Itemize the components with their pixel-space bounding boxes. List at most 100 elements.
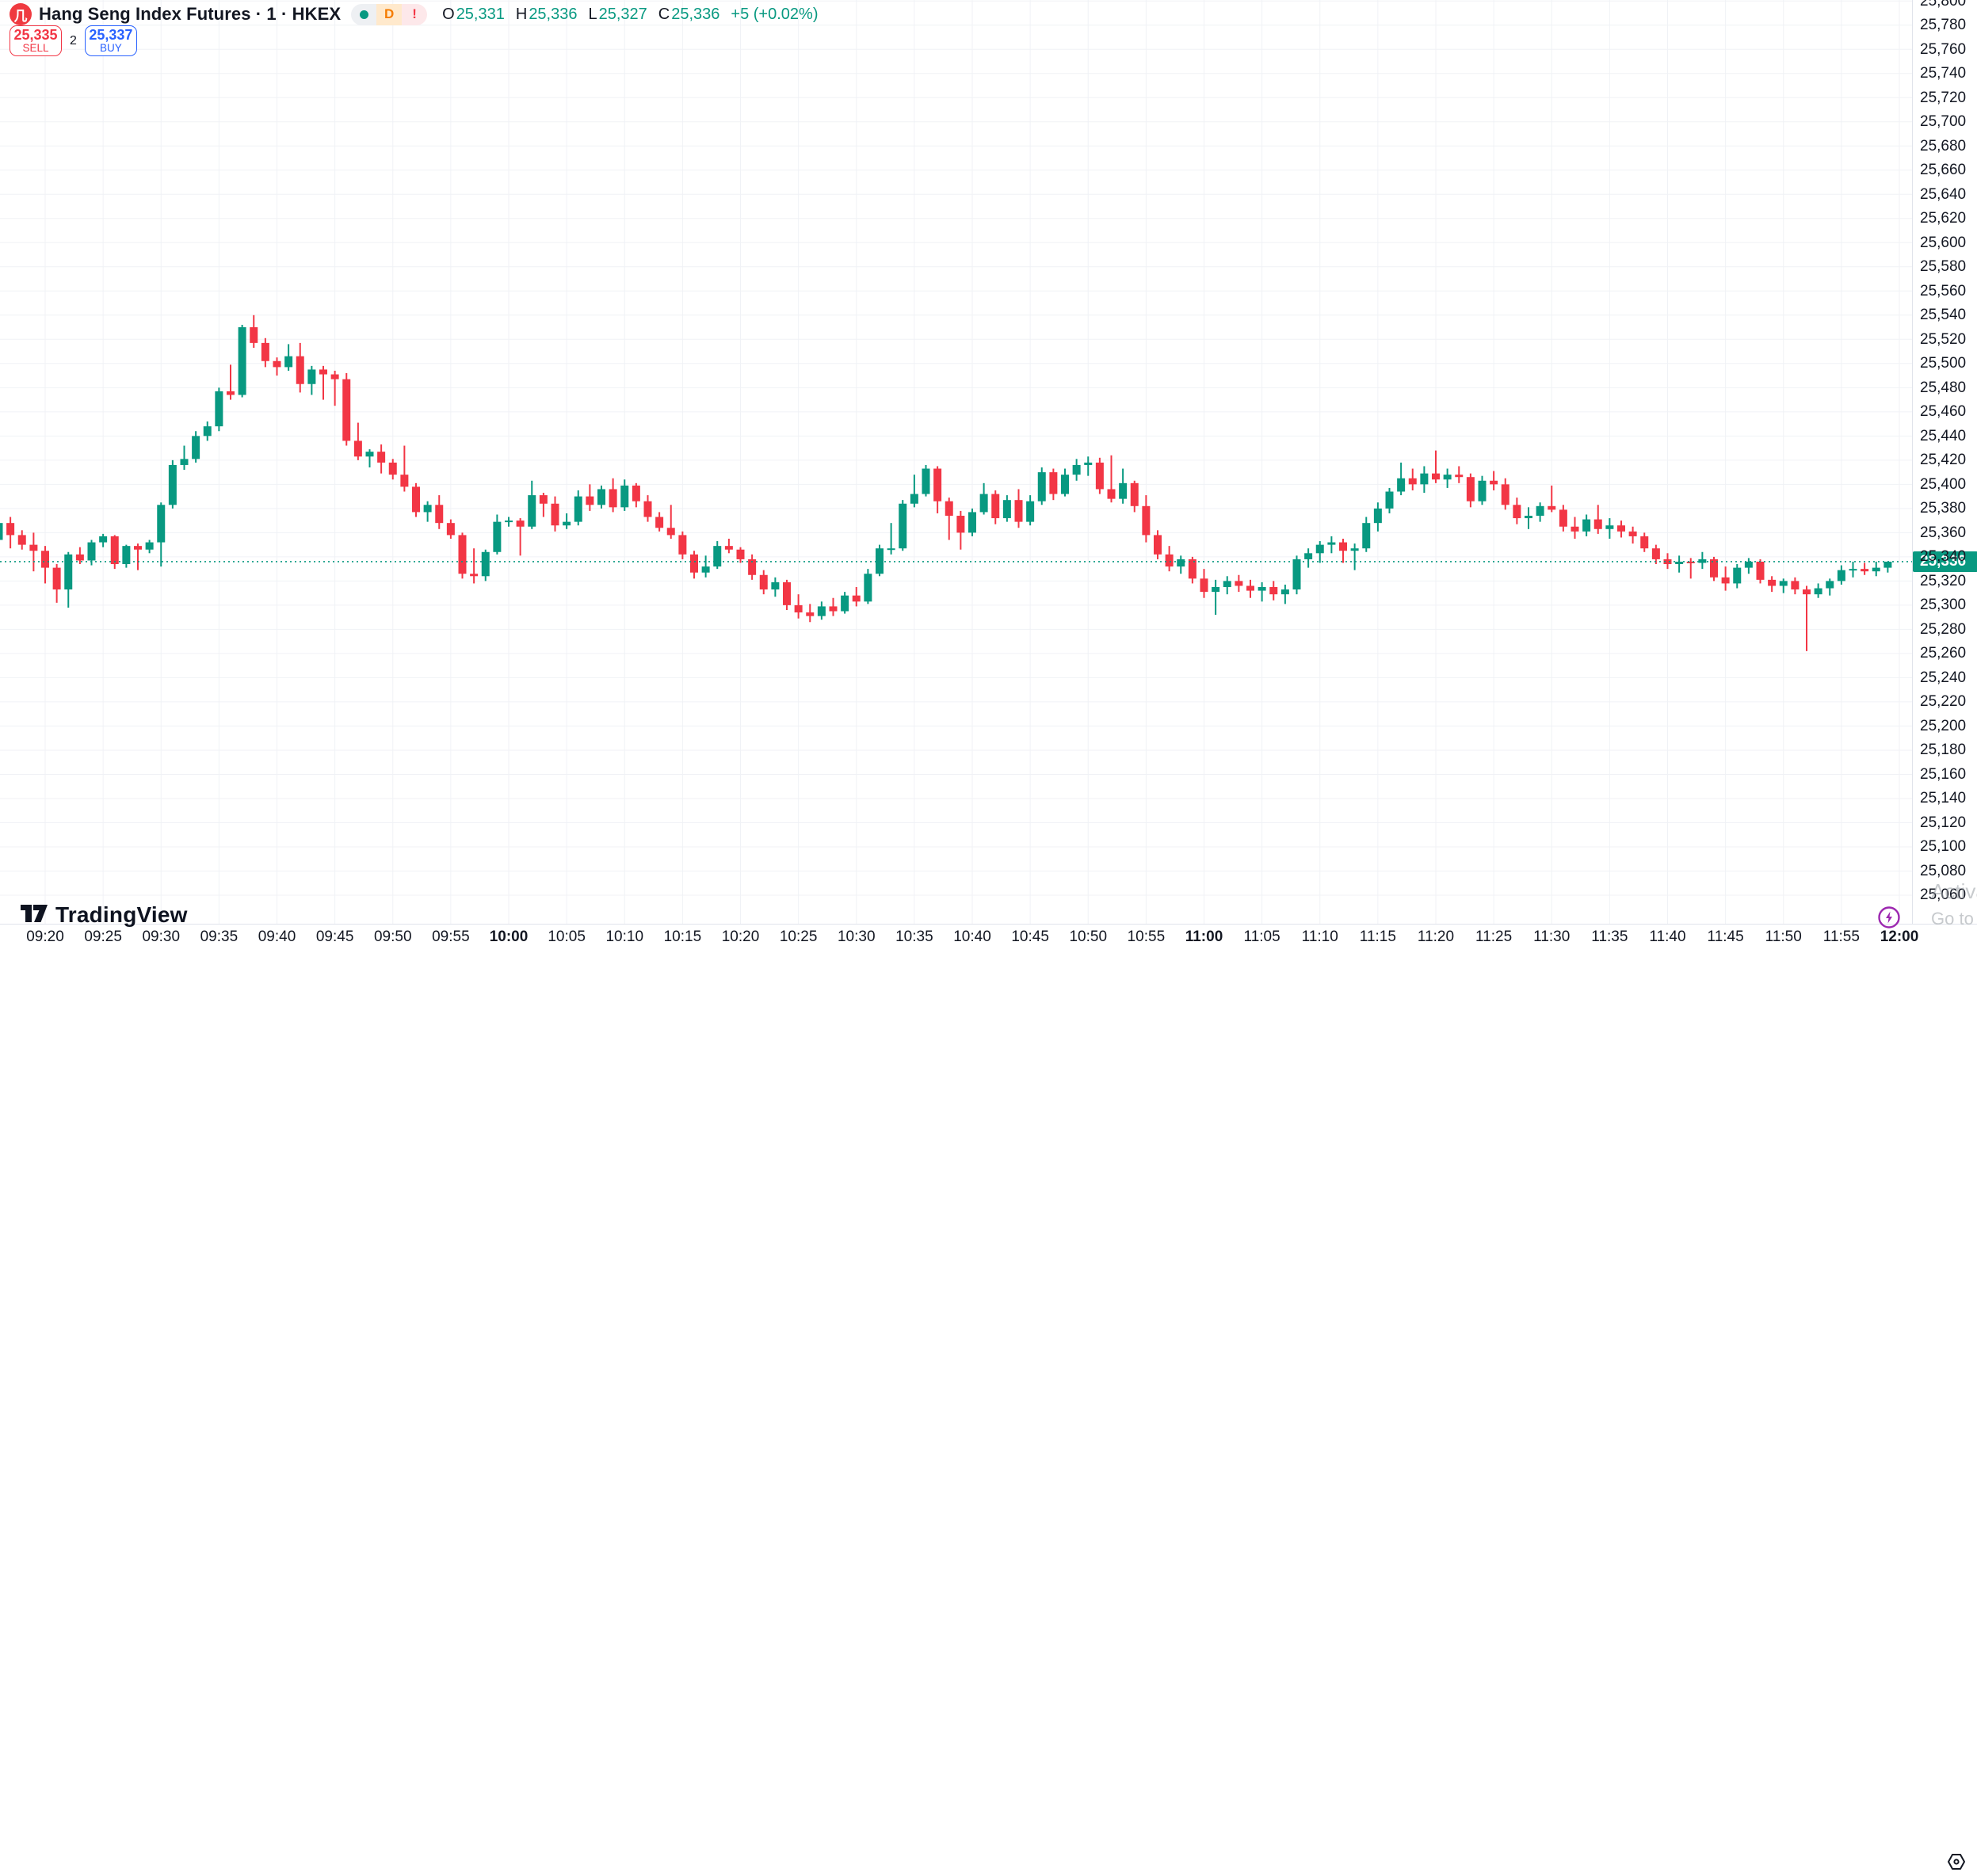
time-axis-label: 10:15 [663, 928, 702, 945]
candle-body [1756, 561, 1765, 580]
candle-body [632, 485, 640, 501]
candle-body [899, 503, 907, 549]
price-axis-label: 25,660 [1920, 162, 1967, 179]
candle-body [991, 494, 1000, 519]
price-axis-label: 25,720 [1920, 89, 1967, 106]
time-axis-label: 09:30 [142, 928, 181, 945]
candle-body [1014, 500, 1023, 522]
price-axis-label: 25,180 [1920, 742, 1967, 759]
candle-body [470, 574, 479, 577]
candle-body [87, 542, 96, 561]
sell-button[interactable]: 25,335 SELL [10, 25, 62, 56]
chart-pane[interactable] [0, 0, 1912, 924]
high-label: H [515, 5, 528, 23]
candle-body [759, 574, 768, 590]
last-price-value: 25,336 [1920, 552, 1967, 570]
candle-body [1432, 473, 1440, 480]
close-value: 25,336 [671, 5, 720, 23]
candle-body [516, 520, 525, 527]
candle-body [643, 501, 652, 517]
price-axis-label: 25,360 [1920, 524, 1967, 541]
candle-body [1478, 480, 1487, 501]
candle-body [481, 551, 490, 577]
symbol-status-badges: D ! [351, 3, 428, 25]
candle-body [922, 468, 930, 494]
candle-body [1385, 491, 1394, 509]
time-axis-label: 11:40 [1649, 928, 1686, 945]
candle-body [261, 342, 269, 361]
candle-body [574, 496, 582, 522]
price-axis-label: 25,560 [1920, 282, 1967, 299]
candle-body [1721, 577, 1730, 584]
price-axis-label: 25,620 [1920, 210, 1967, 227]
price-axis-label: 25,540 [1920, 307, 1967, 324]
time-axis-label: 09:35 [200, 928, 239, 945]
price-axis-label: 25,200 [1920, 717, 1967, 734]
time-axis-label: 10:35 [895, 928, 933, 945]
price-axis-label: 25,780 [1920, 17, 1967, 34]
candle-body [52, 567, 61, 590]
ohlc-readout: O 25,331 H 25,336 L 25,327 C 25,336 +5 (+0.0… [442, 6, 818, 24]
axis-settings-gear-icon[interactable] [1946, 1851, 1967, 1876]
price-axis-label: 25,460 [1920, 403, 1967, 421]
tradingview-watermark[interactable]: TradingView [19, 900, 188, 929]
price-axis-label: 25,140 [1920, 790, 1967, 807]
candle-body [192, 436, 200, 459]
candle-body [586, 496, 594, 505]
candle-body [1593, 519, 1602, 529]
candle-body [64, 554, 73, 590]
symbol-logo-icon[interactable]: 几 [10, 3, 32, 25]
candle-body [1605, 525, 1614, 529]
price-axis-label: 25,060 [1920, 887, 1967, 904]
price-axis[interactable]: 25,336 25,800 25,780 25,760 25,740 25,720 25,… [1912, 0, 1977, 924]
time-axis-label: 11:05 [1243, 928, 1280, 945]
candle-body [1872, 567, 1880, 572]
candle-body [17, 535, 26, 545]
alert-badge[interactable]: ! [402, 3, 428, 25]
candle-body [1571, 526, 1579, 532]
candle-body [446, 523, 455, 536]
candle-body [1849, 569, 1857, 571]
candle-body [250, 327, 258, 343]
candle-body [1525, 516, 1532, 519]
candle-body [1501, 484, 1509, 505]
price-axis-label: 25,320 [1920, 572, 1967, 589]
candle-body [620, 485, 629, 508]
price-axis-label: 25,420 [1920, 452, 1967, 469]
time-axis[interactable]: 09:20 09:25 09:30 09:35 09:40 09:45 09:50 09:55… [0, 924, 1977, 1870]
time-axis-label: 11:30 [1533, 928, 1571, 945]
buy-button[interactable]: 25,337 BUY [84, 25, 137, 56]
candle-body [979, 494, 988, 513]
delayed-data-badge[interactable]: D [376, 3, 403, 25]
candle-body [1315, 544, 1324, 554]
candle-body [1779, 581, 1788, 586]
buy-price: 25,337 [89, 26, 133, 43]
candle-body [609, 489, 617, 508]
candle-body [690, 554, 698, 573]
symbol-title[interactable]: Hang Seng Index Futures · 1 · HKEX [39, 4, 342, 24]
candle-body [365, 452, 374, 457]
candle-body [817, 606, 826, 616]
time-axis-label: 11:20 [1417, 928, 1455, 945]
candle-body [724, 546, 733, 550]
candle-body [1837, 570, 1845, 581]
candle-body [1408, 478, 1417, 485]
price-axis-label: 25,700 [1920, 113, 1967, 131]
candle-body [145, 542, 154, 550]
candle-body [1663, 559, 1672, 565]
candle-body [1258, 587, 1266, 591]
market-status-dot-icon[interactable] [351, 3, 377, 25]
candle-body [319, 369, 327, 375]
candle-body [783, 581, 791, 605]
candlestick-chart[interactable] [0, 0, 1912, 924]
price-axis-label: 25,740 [1920, 65, 1967, 82]
price-axis-label: 25,300 [1920, 597, 1967, 614]
candle-body [227, 391, 235, 395]
candle-body [1269, 587, 1278, 595]
open-value: 25,331 [456, 5, 505, 23]
candle-body [1733, 567, 1742, 584]
time-axis-label: 11:00 [1185, 928, 1223, 945]
instant-order-lightning-icon[interactable] [1877, 906, 1901, 933]
candle-body [713, 546, 722, 567]
time-axis-label: 11:50 [1765, 928, 1802, 945]
